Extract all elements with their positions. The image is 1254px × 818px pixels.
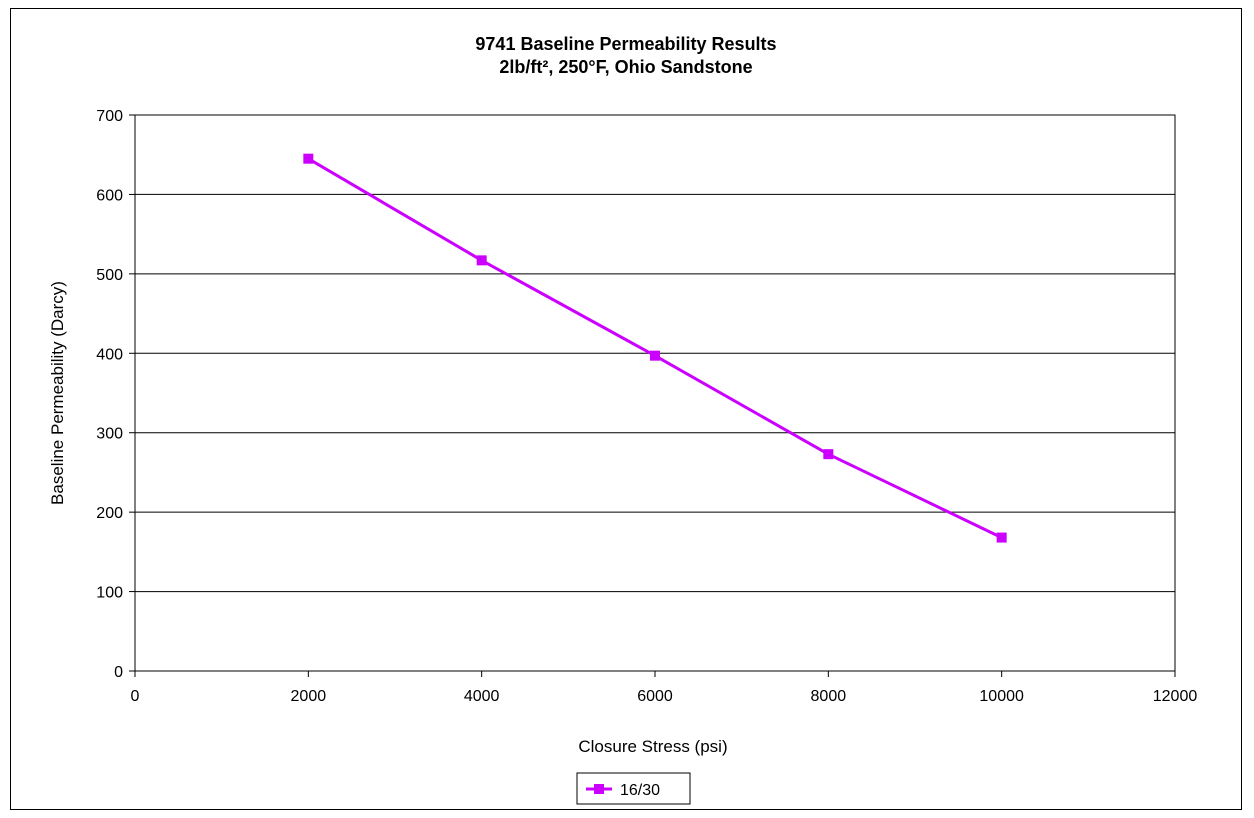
x-tick-label: 6000 xyxy=(637,688,673,705)
data-point xyxy=(303,153,314,164)
x-tick-label: 8000 xyxy=(811,688,847,705)
y-tick-label: 400 xyxy=(96,346,123,363)
y-tick-label: 0 xyxy=(114,664,123,681)
axes xyxy=(134,114,1176,672)
x-tick-label: 2000 xyxy=(291,688,327,705)
y-tick-label: 200 xyxy=(96,505,123,522)
series-group xyxy=(303,153,1007,543)
y-tick-label: 300 xyxy=(96,426,123,443)
chart-frame xyxy=(10,8,1242,810)
chart-subtitle: 2lb/ft², 250°F, Ohio Sandstone xyxy=(499,57,752,77)
data-point xyxy=(476,255,487,266)
chart-title: 9741 Baseline Permeability Results xyxy=(475,34,776,54)
series-line xyxy=(307,157,1003,539)
y-axis-ticks: 0 100 200 300 400 500 600 700 xyxy=(96,108,135,681)
x-tick-label: 0 xyxy=(131,688,140,705)
legend-marker xyxy=(594,784,604,794)
legend: 16/30 xyxy=(576,772,691,805)
y-tick-label: 700 xyxy=(96,108,123,125)
data-point xyxy=(650,350,660,361)
legend-label: 16/30 xyxy=(620,782,660,799)
x-tick-label: 12000 xyxy=(1153,688,1198,705)
y-tick-label: 100 xyxy=(96,585,123,602)
y-axis-label: Baseline Permeability (Darcy) xyxy=(48,281,67,505)
x-tick-label: 10000 xyxy=(979,688,1024,705)
y-tick-label: 500 xyxy=(96,267,123,284)
x-tick-label: 4000 xyxy=(464,688,500,705)
y-tick-label: 600 xyxy=(96,187,123,204)
gridlines xyxy=(135,193,1175,593)
x-axis-label: Closure Stress (psi) xyxy=(578,737,727,756)
plot-area xyxy=(134,114,1176,672)
x-axis-ticks: 0 2000 4000 6000 8000 10000 12000 xyxy=(131,671,1198,705)
data-point xyxy=(823,449,834,460)
data-point xyxy=(996,532,1007,543)
